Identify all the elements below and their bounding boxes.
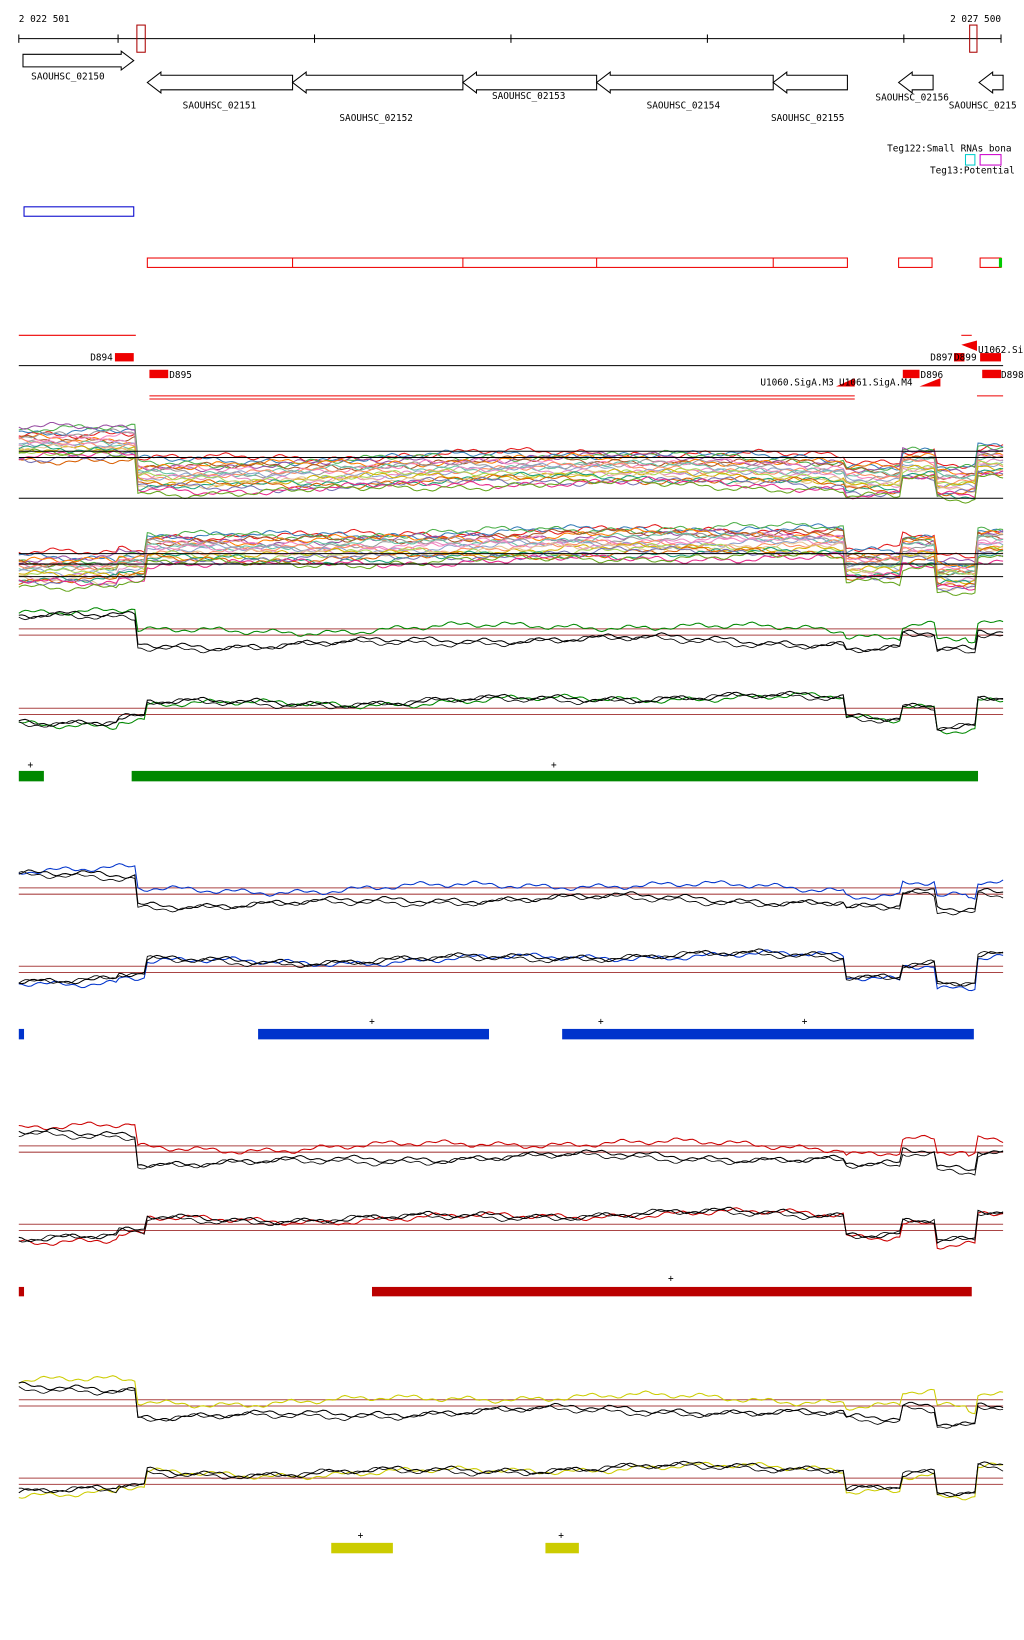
profile-line [18,539,1004,575]
cds-mark [998,258,1003,268]
profile-line [18,1461,1004,1497]
profile-line [18,451,1004,498]
srna-label: Teg13:Potential [930,165,1015,176]
feature-label: D899 [954,352,977,363]
feature-blocks [114,340,1002,387]
gene-label: SAOUHSC_02150 [31,71,105,82]
profile-line [18,612,1004,654]
profile-line [18,1381,1004,1427]
profile-line [18,521,1004,573]
srna-label: Teg122:Small RNAs bona [887,143,1011,154]
strand-mark: + [668,1274,674,1285]
profile-line [18,535,1004,586]
gene-label: SAOUHSC_02155 [771,113,845,124]
profile-line [18,430,1004,469]
strand-mark: + [27,760,33,771]
srna-box [979,154,1002,166]
profiles [18,422,1004,1501]
profile-line [18,869,1004,913]
ruler-end: 2 027 500 [950,14,1001,25]
profile-line [18,1127,1004,1171]
profile-line [18,528,1004,576]
feature-label: U1060.SigA.M3 [760,377,834,388]
gene-label: SAOUHSC_02156 [875,92,949,103]
profile-line [18,692,1004,731]
strand-mark: + [802,1017,808,1028]
gene-label: SAOUHSC_02152 [339,113,413,124]
profile-line [18,1461,1004,1501]
profile-line [18,551,1004,597]
profile-line [18,1206,1004,1244]
strand-mark: + [558,1531,564,1542]
profile-line [18,440,1004,489]
profile-line [18,610,1004,653]
profile-line [18,434,1004,480]
profile-line [18,607,1004,644]
profile-line [18,1121,1004,1157]
gene-arrows [22,50,1004,95]
feature-label: D894 [90,352,113,363]
feature-label: D898 [1001,370,1024,381]
feature-label: D895 [169,370,192,381]
profile-line [18,1375,1004,1415]
ruler-ticks [18,34,1002,43]
profile-line [18,863,1004,900]
ruler-start: 2 022 501 [19,14,70,25]
gene-label: SAOUHSC_0215 [949,101,1017,112]
profile-line [18,948,1004,987]
profile-line [18,1207,1004,1250]
expression-bars [18,770,979,1554]
gene-label: SAOUHSC_02153 [492,91,566,102]
feature-label: D897 [930,352,953,363]
strand-mark: + [551,760,557,771]
gene-label: SAOUHSC_02154 [647,101,721,112]
strand-mark: + [358,1531,364,1542]
srna-box [964,154,976,166]
cds-boxes [146,257,1002,268]
operon-box [23,206,135,217]
profile-line [18,450,1004,500]
feature-label: U1061.SigA.M4 [839,377,913,388]
profile-line [18,440,1004,480]
profile-line [18,871,1004,916]
gene-label: SAOUHSC_02151 [183,101,257,112]
profile-line [18,950,1004,987]
marker [969,24,978,53]
profile-line [18,431,1004,481]
profile-line [18,949,1004,992]
profile-line [18,445,1004,489]
profile-line [18,444,1004,500]
feature-label: D896 [921,370,944,381]
profile-line [18,690,1004,732]
profile-line [18,1208,1004,1243]
strand-mark: + [369,1017,375,1028]
profile-line [18,1130,1004,1176]
feature-label: U1062.Si [978,345,1023,356]
strand-mark: + [598,1017,604,1028]
marker [136,24,146,53]
profile-line [18,1460,1004,1496]
profile-line [18,692,1004,735]
profile-line [18,443,1004,493]
profile-line [18,1386,1004,1429]
